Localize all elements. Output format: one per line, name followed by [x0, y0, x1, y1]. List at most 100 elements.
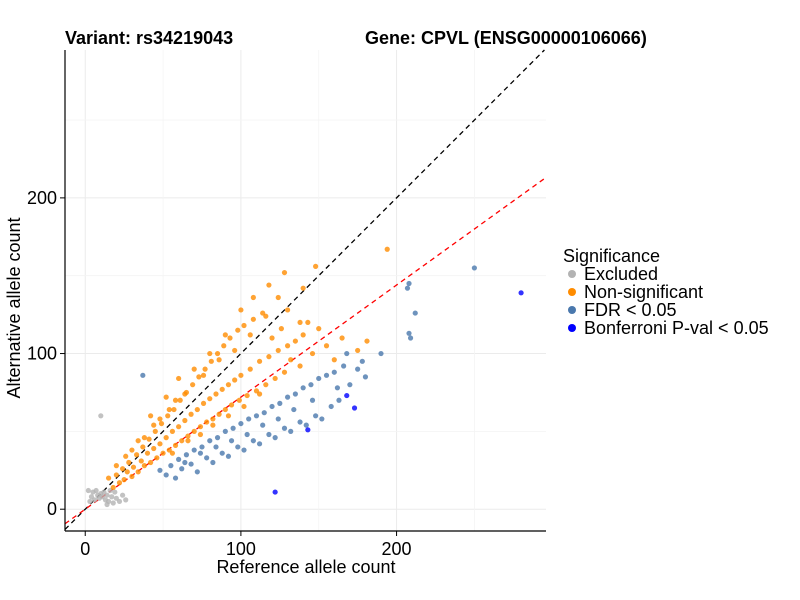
data-point-fdr-0-05 — [253, 413, 260, 419]
legend-label-3: Bonferroni P-val < 0.05 — [584, 318, 769, 338]
data-point-non-significant — [169, 450, 176, 456]
data-point-non-significant — [163, 435, 169, 441]
data-point-non-significant — [339, 335, 345, 341]
data-point-non-significant — [238, 307, 244, 313]
data-point-fdr-0-05 — [309, 397, 316, 403]
data-point-non-significant — [207, 350, 213, 357]
data-point-fdr-0-05 — [284, 394, 291, 400]
data-point-fdr-0-05 — [412, 310, 418, 316]
data-point-non-significant — [169, 428, 176, 434]
data-point-bonferroni-p-val-0-05 — [518, 290, 524, 296]
data-point-fdr-0-05 — [228, 438, 235, 444]
data-point-non-significant — [154, 455, 160, 461]
data-point-non-significant — [210, 422, 216, 428]
data-point-non-significant — [227, 335, 233, 341]
x-axis-title: Reference allele count — [216, 557, 395, 577]
data-point-non-significant — [313, 263, 319, 269]
data-point-fdr-0-05 — [222, 428, 228, 434]
y-tick-label: 100 — [27, 344, 57, 364]
data-point-non-significant — [364, 338, 370, 344]
data-point-non-significant — [284, 343, 291, 349]
data-point-fdr-0-05 — [407, 335, 414, 341]
data-point-fdr-0-05 — [359, 358, 365, 364]
data-point-fdr-0-05 — [291, 406, 297, 413]
data-point-fdr-0-05 — [256, 441, 263, 447]
data-point-non-significant — [202, 366, 208, 372]
data-point-non-significant — [221, 343, 227, 349]
data-point-fdr-0-05 — [176, 456, 182, 462]
data-point-non-significant — [157, 416, 163, 422]
data-point-non-significant — [250, 316, 256, 322]
data-point-non-significant — [232, 347, 238, 354]
data-point-non-significant — [172, 442, 179, 448]
data-point-bonferroni-p-val-0-05 — [351, 405, 358, 411]
data-point-fdr-0-05 — [404, 285, 411, 291]
data-point-fdr-0-05 — [199, 444, 205, 450]
data-point-fdr-0-05 — [163, 472, 169, 478]
data-point-fdr-0-05 — [269, 403, 275, 410]
data-point-non-significant — [208, 358, 214, 364]
data-point-fdr-0-05 — [235, 444, 241, 450]
data-point-non-significant — [225, 382, 232, 388]
data-point-fdr-0-05 — [281, 425, 288, 431]
x-tick-label: 100 — [226, 539, 256, 559]
data-point-non-significant — [236, 397, 242, 403]
data-point-non-significant — [166, 406, 172, 413]
data-point-non-significant — [188, 411, 194, 417]
data-point-non-significant — [176, 375, 182, 382]
data-point-non-significant — [123, 453, 129, 459]
data-point-fdr-0-05 — [213, 444, 219, 450]
data-point-non-significant — [355, 347, 361, 354]
data-point-excluded — [109, 494, 115, 500]
data-point-non-significant — [148, 459, 154, 466]
data-point-non-significant — [300, 285, 306, 291]
data-point-non-significant — [121, 477, 127, 483]
data-point-fdr-0-05 — [238, 420, 244, 427]
data-point-non-significant — [152, 428, 158, 434]
data-point-fdr-0-05 — [334, 385, 341, 391]
data-point-fdr-0-05 — [300, 385, 306, 391]
data-point-fdr-0-05 — [319, 416, 325, 422]
data-point-non-significant — [241, 322, 247, 329]
data-point-non-significant — [204, 419, 210, 425]
data-point-fdr-0-05 — [207, 438, 213, 444]
legend-label-2: FDR < 0.05 — [584, 300, 677, 320]
data-point-fdr-0-05 — [140, 372, 146, 378]
data-point-non-significant — [384, 246, 390, 252]
legend-key-2 — [568, 306, 576, 314]
axis-ticks: 0 100 200 0 100 200 — [27, 188, 412, 559]
data-point-fdr-0-05 — [261, 410, 267, 416]
data-point-fdr-0-05 — [172, 475, 179, 481]
data-point-non-significant — [196, 374, 202, 380]
data-point-non-significant — [232, 377, 238, 383]
data-point-non-significant — [331, 357, 337, 363]
data-point-fdr-0-05 — [297, 419, 303, 425]
data-point-non-significant — [135, 438, 141, 444]
data-point-non-significant — [141, 435, 147, 441]
data-point-non-significant — [214, 350, 221, 357]
legend-label-0: Excluded — [584, 264, 658, 284]
data-point-fdr-0-05 — [323, 372, 330, 378]
data-point-non-significant — [197, 431, 204, 438]
data-point-fdr-0-05 — [308, 382, 314, 388]
data-point-fdr-0-05 — [406, 330, 412, 336]
data-point-non-significant — [213, 391, 219, 397]
data-point-fdr-0-05 — [328, 403, 334, 410]
data-point-non-significant — [235, 327, 241, 333]
data-point-non-significant — [171, 406, 177, 413]
data-point-fdr-0-05 — [214, 435, 221, 441]
data-point-fdr-0-05 — [191, 447, 197, 453]
data-point-fdr-0-05 — [210, 459, 216, 466]
data-point-non-significant — [179, 438, 185, 444]
data-point-non-significant — [141, 463, 147, 469]
data-point-fdr-0-05 — [336, 397, 342, 403]
data-point-non-significant — [116, 480, 123, 486]
data-point-non-significant — [113, 463, 119, 469]
data-point-non-significant — [216, 357, 222, 363]
data-point-fdr-0-05 — [183, 452, 190, 458]
data-point-fdr-0-05 — [277, 400, 283, 406]
y-axis-title: Alternative allele count — [4, 217, 24, 398]
data-point-non-significant — [292, 338, 298, 344]
data-point-non-significant — [146, 436, 152, 442]
data-point-excluded — [98, 413, 104, 419]
